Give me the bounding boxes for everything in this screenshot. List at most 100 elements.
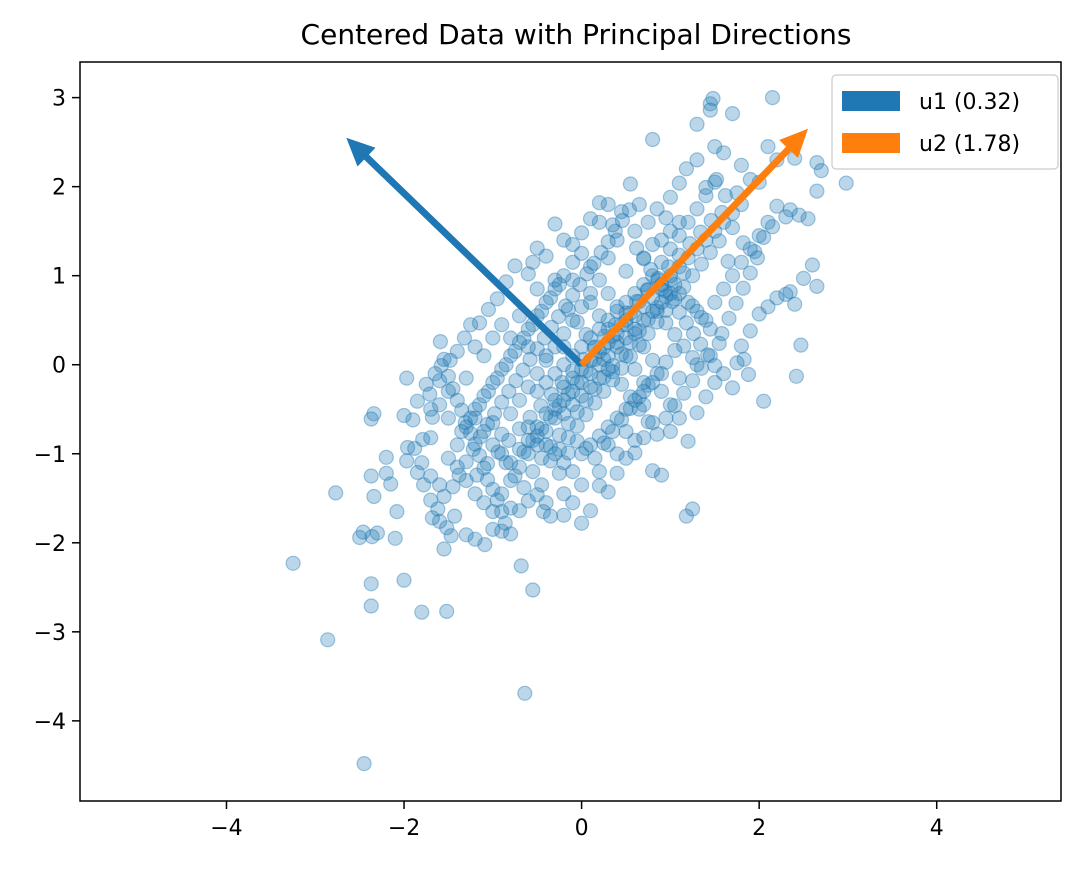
scatter-point [804, 257, 821, 273]
scatter-point [469, 467, 485, 483]
y-tick-label: −3 [34, 621, 66, 646]
scatter-point [596, 383, 612, 399]
scatter-point [693, 256, 710, 272]
scatter-point [689, 405, 705, 421]
scatter-point [511, 334, 528, 351]
scatter-point [565, 236, 581, 253]
scatter-point [742, 323, 758, 339]
scatter-point [494, 523, 510, 539]
scatter-point [556, 455, 572, 471]
scatter-point [715, 281, 732, 297]
scatter-point [485, 415, 501, 431]
scatter-point [556, 232, 572, 248]
scatter-point [640, 414, 656, 430]
scatter-point [600, 196, 616, 213]
scatter-point [515, 362, 531, 378]
scatter-point [600, 250, 616, 266]
scatter-point [556, 486, 572, 502]
scatter-point [778, 209, 794, 225]
scatter-point [707, 358, 723, 374]
scatter-point [618, 348, 634, 364]
scatter-point [503, 406, 519, 422]
scatter-point [442, 352, 458, 368]
scatter-point [702, 244, 718, 261]
scatter-point [760, 299, 776, 315]
scatter-point [378, 449, 394, 465]
y-tick-label: 3 [52, 87, 66, 112]
scatter-point [793, 337, 809, 353]
scatter-point [547, 366, 563, 382]
scatter-point [740, 366, 757, 383]
scatter-point [467, 486, 483, 502]
scatter-point [356, 755, 372, 772]
scatter-point [538, 294, 554, 310]
scatter-point [529, 419, 545, 435]
scatter-point [490, 444, 506, 460]
scatter-point [609, 334, 625, 351]
scatter-point [636, 277, 652, 293]
scatter-point [498, 357, 514, 373]
scatter-point [667, 277, 683, 293]
scatter-point [396, 572, 412, 588]
scatter-point [795, 270, 812, 286]
scatter-point [724, 380, 741, 396]
scatter-point [689, 357, 705, 373]
scatter-point [724, 220, 741, 236]
scatter-point [693, 309, 710, 326]
scatter-point [735, 280, 751, 296]
scatter-point [547, 446, 563, 462]
scatter-point [565, 383, 581, 399]
scatter-point [454, 423, 470, 440]
scatter-point [838, 175, 854, 191]
scatter-point [715, 145, 732, 161]
scatter-point [498, 455, 514, 471]
scatter-point [618, 263, 634, 279]
scatter-point [355, 524, 371, 540]
scatter-point [573, 515, 590, 531]
scatter-point [733, 254, 750, 270]
scatter-point [613, 360, 630, 376]
scatter-point [609, 339, 625, 355]
scatter-point [423, 468, 439, 484]
scatter-point [724, 105, 741, 122]
scatter-point [458, 419, 474, 435]
scatter-point [440, 450, 456, 466]
scatter-point [809, 278, 825, 294]
scatter-point [533, 303, 550, 319]
scatter-point [432, 477, 448, 493]
scatter-point [503, 526, 519, 542]
scatter-point [529, 437, 545, 453]
scatter-point [542, 290, 559, 306]
scatter-point [653, 467, 670, 483]
scatter-point [600, 234, 616, 250]
arrow-u1 [346, 137, 584, 368]
scatter-point [565, 495, 581, 511]
y-tick-label: 0 [52, 354, 66, 379]
scatter-point [717, 188, 734, 204]
scatter-point [467, 401, 483, 417]
scatter-point [511, 392, 528, 408]
scatter-point [529, 383, 545, 399]
scatter-point [649, 300, 665, 316]
scatter-point [700, 347, 716, 363]
scatter-point [653, 366, 670, 382]
scatter-point [662, 223, 679, 239]
scatter-point [671, 410, 687, 426]
scatter-point [471, 315, 488, 331]
scatter-point [497, 515, 513, 531]
scatter-point [407, 440, 423, 456]
scatter-point [476, 348, 492, 364]
scatter-point [363, 576, 379, 592]
y-tick-label: −2 [34, 532, 66, 557]
scatter-point [622, 334, 639, 351]
scatter-point [542, 439, 559, 455]
scatter-point [791, 207, 807, 223]
scatter-point [578, 326, 594, 343]
scatter-point [667, 398, 683, 414]
scatter-point [443, 528, 459, 544]
y-tick-label: −4 [34, 710, 66, 735]
scatter-point [465, 441, 481, 457]
scatter-point [676, 265, 692, 281]
scatter-point [721, 310, 737, 326]
scatter-point [627, 321, 643, 337]
